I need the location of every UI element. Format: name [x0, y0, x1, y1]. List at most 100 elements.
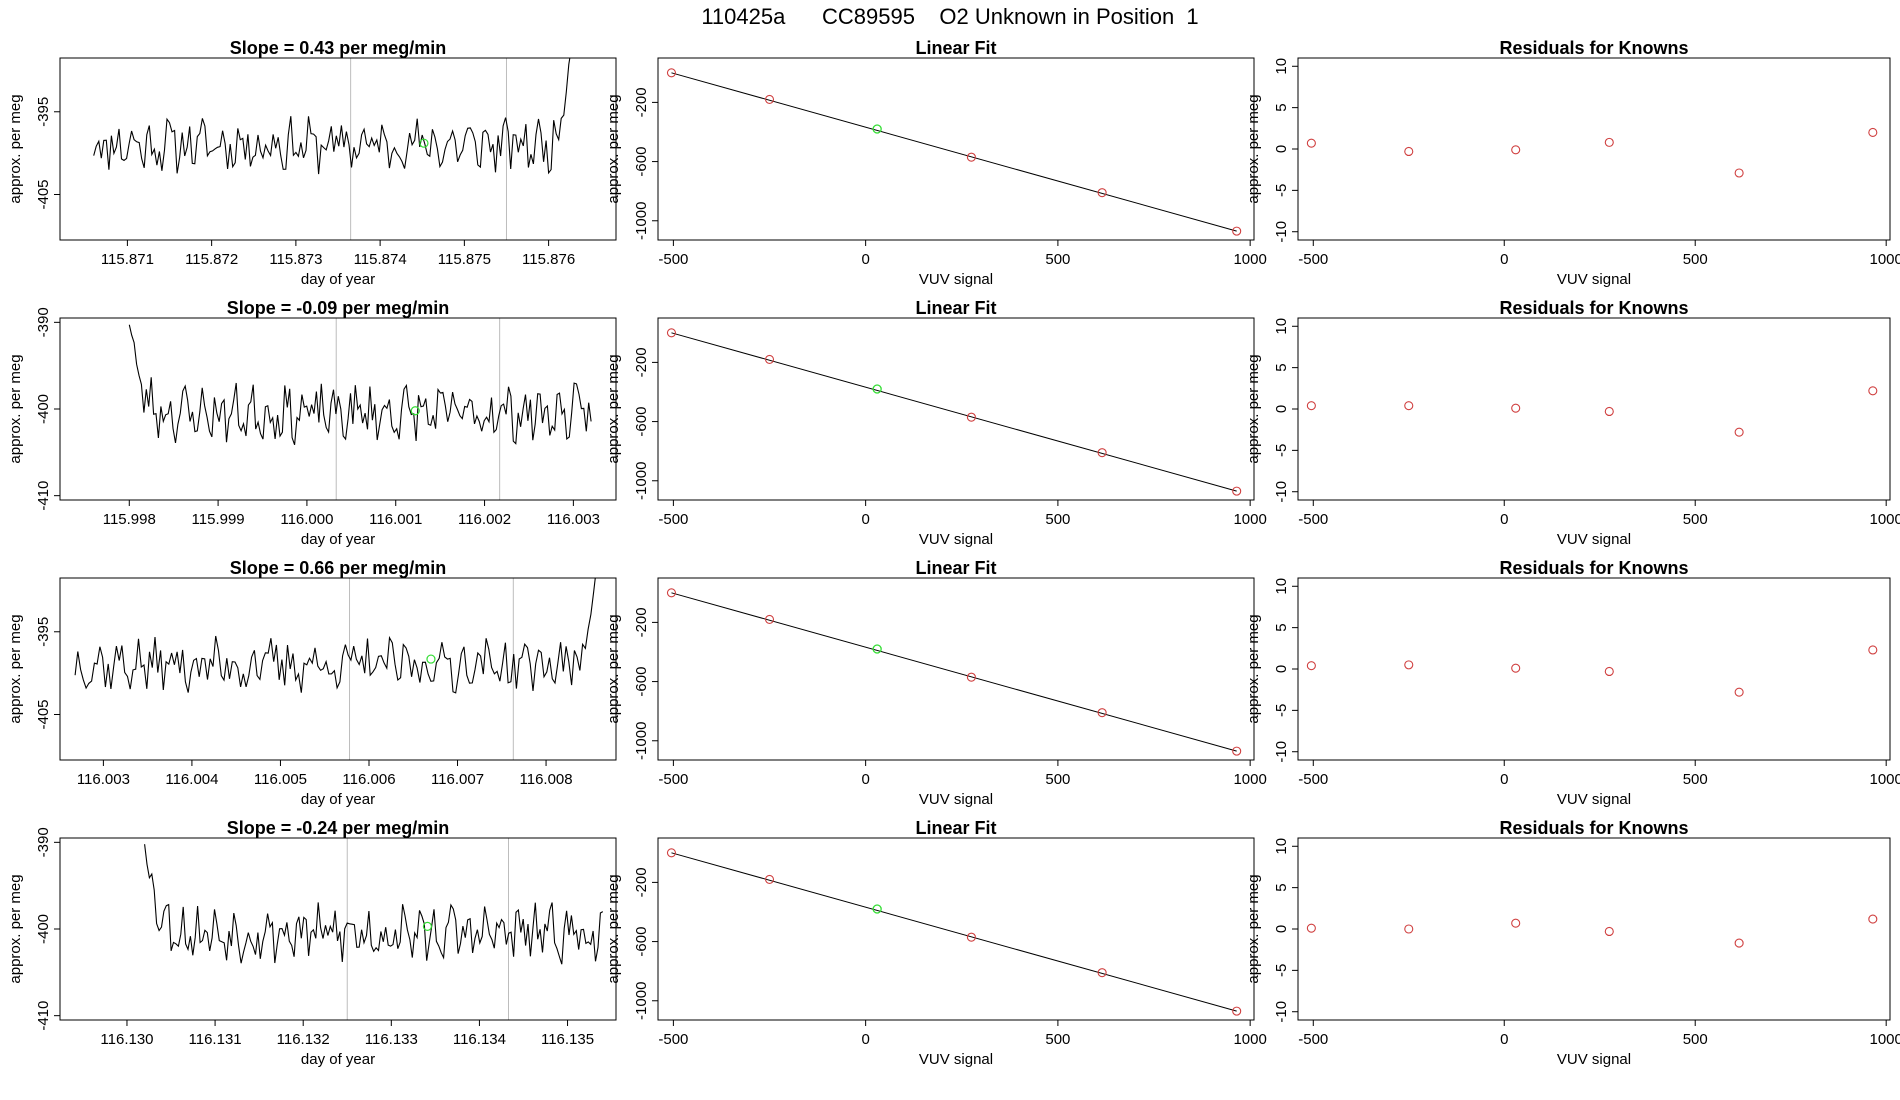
linear-fit-row-1-unknown-point	[872, 124, 882, 134]
residuals-row-3-residual-point	[1868, 645, 1878, 655]
time-series-row-2-xtick-label: 115.999	[192, 511, 245, 528]
linear-fit-row-1-fit-line	[671, 72, 1237, 232]
linear-fit-row-4-known-point	[1097, 968, 1107, 978]
time-series-row-1-xtick-label: 115.872	[185, 251, 238, 268]
linear-fit-row-3-plot-area	[666, 588, 1242, 756]
time-series-row-2-title: Slope = -0.09 per meg/min	[227, 298, 450, 318]
time-series-row-4-plot-area	[144, 838, 604, 1020]
residuals-row-3-xtick-label: -500	[1298, 771, 1328, 788]
time-series-row-2-frame	[59, 317, 617, 501]
time-series-row-4-xtick-label: 116.135	[541, 1031, 594, 1048]
time-series-row-3-xtick-label: 116.006	[342, 771, 395, 788]
time-series-row-1-trace	[93, 58, 571, 175]
linear-fit-row-1-ytick-label: -200	[633, 87, 650, 117]
residuals-row-1-residual-point	[1868, 127, 1878, 138]
residuals-row-2-xtick-label: 500	[1683, 511, 1708, 528]
linear-fit-row-3-xlabel: VUV signal	[919, 791, 993, 808]
linear-fit-row-1-known-point	[966, 152, 976, 162]
linear-fit-row-4-ytick-label: -200	[633, 867, 650, 897]
linear-fit-row-2-known-point	[1232, 486, 1242, 496]
residuals-row-1-xlabel: VUV signal	[1557, 271, 1631, 288]
linear-fit-row-2-xtick-label: 0	[861, 511, 869, 528]
time-series-row-3-xtick-label: 116.003	[77, 771, 130, 788]
linear-fit-row-3-xtick-label: -500	[658, 771, 688, 788]
residuals-row-3-panel: Residuals for Knowns VUV signal approx. pe…	[1245, 558, 1900, 808]
time-series-row-3-ytick-label: -405	[35, 699, 52, 729]
residuals-row-1-panel: Residuals for Knowns VUV signal approx. pe…	[1245, 38, 1900, 288]
linear-fit-row-3-ytick-label: -1000	[633, 722, 650, 760]
time-series-row-1-unknown-point	[419, 138, 429, 148]
linear-fit-row-1-known-point	[1232, 226, 1242, 236]
residuals-row-3-xtick-label: 0	[1500, 771, 1508, 788]
linear-fit-row-2-panel: Linear Fit VUV signal approx. per meg -500 0…	[605, 298, 1267, 548]
residuals-row-2-ytick-label: -5	[1273, 444, 1290, 457]
residuals-row-1-xtick-label: -500	[1298, 251, 1328, 268]
linear-fit-row-4-title: Linear Fit	[915, 818, 996, 838]
time-series-row-4-unknown-point	[422, 921, 433, 932]
time-series-row-4-xtick-label: 116.134	[453, 1031, 506, 1048]
linear-fit-row-3-known-point	[666, 588, 677, 598]
residuals-row-3-residual-point	[1306, 661, 1316, 671]
residuals-row-1-ytick-label: -5	[1273, 184, 1290, 197]
residuals-row-2-xtick-label: -500	[1298, 511, 1328, 528]
time-series-row-1-plot-area	[93, 58, 571, 240]
residuals-row-4-xtick-label: -500	[1298, 1031, 1328, 1048]
time-series-row-1-panel: Slope = 0.43 per meg/min day of year appro…	[7, 38, 617, 288]
residuals-row-2-ytick-label: -10	[1273, 481, 1290, 503]
linear-fit-row-2-ytick-label: -600	[633, 407, 650, 437]
linear-fit-row-3-ylabel: approx. per meg	[605, 614, 622, 723]
linear-fit-row-3-fit-line	[671, 592, 1237, 752]
linear-fit-row-4-xtick-label: 0	[861, 1031, 869, 1048]
time-series-row-1-ytick-label: -405	[35, 179, 52, 209]
linear-fit-row-3-xtick-label: 1000	[1233, 771, 1266, 788]
residuals-row-3-ytick-label: 10	[1273, 578, 1290, 595]
residuals-row-1-ytick-label: 0	[1273, 145, 1290, 153]
residuals-row-1-residual-point	[1511, 145, 1521, 155]
linear-fit-row-4-ytick-label: -600	[633, 927, 650, 957]
residuals-row-4-xtick-label: 0	[1500, 1031, 1508, 1048]
linear-fit-row-1-known-point	[666, 68, 677, 78]
residuals-row-4-residual-point	[1734, 938, 1744, 948]
figure-title: 110425a CC89595 O2 Unknown in Position 1	[701, 4, 1199, 29]
residuals-row-4-ytick-label: -10	[1273, 1001, 1290, 1023]
residuals-row-1-frame	[1297, 57, 1891, 241]
linear-fit-row-2-plot-area	[666, 328, 1242, 496]
residuals-row-1-ytick-label: 10	[1273, 58, 1290, 75]
time-series-row-1-title: Slope = 0.43 per meg/min	[230, 38, 447, 58]
time-series-row-3-plot-area	[74, 578, 596, 760]
time-series-row-1-ylabel: approx. per meg	[7, 94, 24, 203]
time-series-row-1-xtick-label: 115.876	[522, 251, 575, 268]
residuals-row-2-panel: Residuals for Knowns VUV signal approx. pe…	[1245, 298, 1900, 548]
linear-fit-row-4-ytick-label: -1000	[633, 982, 650, 1020]
linear-fit-row-4-known-point	[764, 874, 775, 884]
residuals-row-2-residual-point	[1734, 427, 1744, 437]
linear-fit-row-2-known-point	[1097, 448, 1107, 458]
residuals-row-2-title: Residuals for Knowns	[1499, 298, 1688, 318]
residuals-row-4-panel: Residuals for Knowns VUV signal approx. pe…	[1245, 818, 1900, 1068]
linear-fit-row-2-xtick-label: 500	[1045, 511, 1070, 528]
residuals-row-2-ytick-label: 0	[1273, 405, 1290, 413]
time-series-row-1-xlabel: day of year	[301, 271, 375, 288]
time-series-row-1-frame	[59, 57, 617, 241]
time-series-row-3-ylabel: approx. per meg	[7, 614, 24, 723]
time-series-row-4-trace	[144, 844, 604, 965]
residuals-row-3-residual-point	[1511, 663, 1521, 673]
linear-fit-row-3-ytick-label: -200	[633, 607, 650, 637]
residuals-row-3-ytick-label: 0	[1273, 665, 1290, 673]
time-series-row-1-xtick-label: 115.874	[354, 251, 407, 268]
residuals-row-3-residual-point	[1404, 660, 1414, 670]
time-series-row-1-xtick-label: 115.871	[101, 251, 154, 268]
residuals-row-3-ytick-label: -5	[1273, 704, 1290, 717]
residuals-row-1-ytick-label: -10	[1273, 221, 1290, 243]
linear-fit-row-3-title: Linear Fit	[915, 558, 996, 578]
linear-fit-row-3-known-point	[1097, 708, 1107, 718]
residuals-row-3-xlabel: VUV signal	[1557, 791, 1631, 808]
time-series-row-3-xtick-label: 116.004	[165, 771, 218, 788]
time-series-row-4-xtick-label: 116.130	[100, 1031, 153, 1048]
time-series-row-2-plot-area	[128, 318, 592, 500]
linear-fit-row-1-title: Linear Fit	[915, 38, 996, 58]
time-series-row-4-panel: Slope = -0.24 per meg/min day of year appr…	[7, 818, 617, 1068]
time-series-row-2-ytick-label: -400	[35, 394, 52, 424]
time-series-row-3-unknown-point	[426, 654, 436, 664]
